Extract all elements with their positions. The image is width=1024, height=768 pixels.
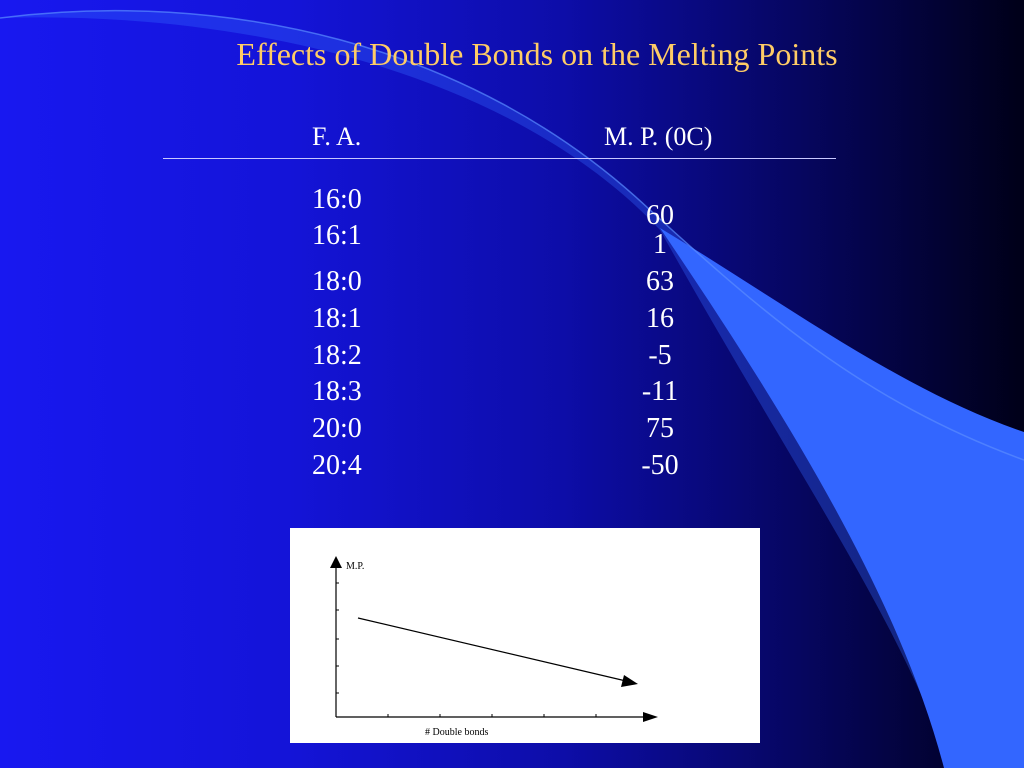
wave-shape	[660, 228, 1024, 768]
trend-sketch-chart: M.P. # Double bonds	[290, 528, 760, 743]
mp-cell: -11	[641, 376, 679, 407]
mp-cell: 75	[646, 413, 674, 444]
fa-cell: 20:0	[312, 413, 362, 444]
fa-cell: 16:0	[312, 184, 362, 215]
trend-arrowhead	[621, 675, 638, 687]
mp-cell: 16	[646, 303, 674, 334]
fa-cell: 16:1	[312, 220, 362, 251]
mp-cell: 63	[646, 266, 674, 297]
mini-x-label: # Double bonds	[425, 727, 488, 738]
column-header-mp: M. P. (0C)	[604, 122, 713, 151]
mini-y-label: M.P.	[346, 561, 364, 572]
mp-cell: 1	[653, 229, 667, 260]
mp-cell: -50	[641, 450, 679, 481]
fa-cell: 18:0	[312, 266, 362, 297]
slide-title: Effects of Double Bonds on the Melting P…	[236, 36, 838, 72]
fa-cell: 20:4	[312, 450, 362, 481]
header-rule	[163, 158, 836, 159]
x-axis-arrow	[643, 712, 658, 722]
column-header-fa: F. A.	[312, 122, 362, 151]
mp-cell: 60	[646, 200, 674, 231]
y-axis-arrow	[330, 556, 342, 568]
trend-line	[357, 617, 627, 682]
fa-cell: 18:3	[312, 376, 362, 407]
mp-cell: -5	[648, 340, 672, 371]
fa-cell: 18:2	[312, 340, 362, 371]
fa-cell: 18:1	[312, 303, 362, 334]
